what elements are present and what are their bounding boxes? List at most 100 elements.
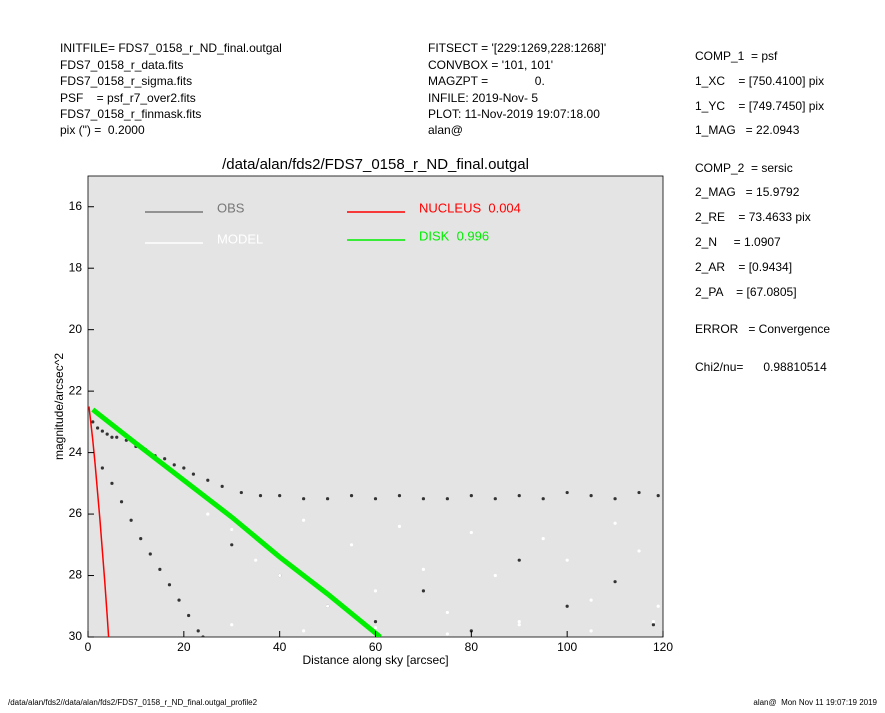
data-point	[613, 521, 617, 525]
data-point	[445, 632, 449, 636]
chart-title: /data/alan/fds2/FDS7_0158_r_ND_final.out…	[222, 156, 529, 173]
data-point	[613, 497, 617, 501]
header-middle: PLOT: 11-Nov-2019 19:07:18.00	[428, 107, 600, 121]
data-point	[110, 435, 114, 439]
footer-left: /data/alan/fds2//data/alan/fds2/FDS7_015…	[8, 698, 258, 707]
data-point	[517, 623, 521, 627]
data-point	[469, 530, 473, 535]
data-point	[589, 494, 593, 498]
data-point	[230, 543, 234, 547]
header-middle: alan@	[428, 123, 463, 137]
data-point	[517, 620, 521, 624]
data-point	[541, 537, 545, 541]
data-point	[201, 635, 205, 637]
y-tick-label: 26	[69, 506, 83, 520]
data-point	[167, 583, 172, 587]
data-point	[517, 558, 521, 562]
data-point	[373, 589, 378, 593]
legend-label: DISK 0.996	[419, 228, 489, 243]
x-axis-label: Distance along sky [arcsec]	[302, 653, 448, 667]
data-point	[182, 466, 186, 470]
y-tick-label: 24	[69, 445, 83, 459]
data-point	[177, 598, 181, 602]
data-point	[95, 426, 100, 430]
data-point	[129, 518, 133, 522]
data-point	[278, 573, 282, 578]
data-point	[230, 623, 234, 627]
header-right: 1_YC = [749.7450] pix	[695, 99, 824, 113]
header-right: Chi2/nu= 0.98810514	[695, 360, 827, 374]
header-left: FDS7_0158_r_finmask.fits	[60, 107, 201, 121]
data-point	[565, 558, 569, 562]
data-point	[187, 613, 191, 618]
data-point	[110, 481, 114, 485]
data-point	[325, 604, 330, 608]
data-point	[637, 549, 641, 553]
header-right: 2_N = 1.0907	[695, 235, 781, 249]
data-point	[493, 497, 497, 501]
plot-clip	[88, 406, 660, 637]
y-tick-label: 16	[69, 199, 83, 213]
header-right: 1_XC = [750.4100] pix	[695, 74, 824, 88]
legend-label: MODEL	[217, 231, 263, 246]
data-point	[163, 457, 167, 461]
y-tick-label: 18	[69, 260, 83, 274]
data-point	[230, 527, 234, 532]
data-point	[349, 543, 354, 547]
data-point	[589, 629, 593, 633]
plot-area	[87, 175, 664, 638]
header-right: 1_MAG = 22.0943	[695, 123, 800, 137]
header-middle: CONVBOX = '101, 101'	[428, 58, 553, 72]
data-point	[119, 500, 124, 504]
data-point	[421, 589, 426, 593]
data-point	[302, 497, 306, 501]
header-left: PSF = psf_r7_over2.fits	[60, 91, 196, 105]
header-right: 2_AR = [0.9434]	[695, 260, 792, 274]
data-point	[278, 494, 282, 498]
data-point	[445, 610, 449, 615]
header-right: 2_MAG = 15.9792	[695, 185, 800, 199]
data-point	[373, 620, 378, 624]
header-middle: MAGZPT = 0.	[428, 74, 545, 88]
data-point	[397, 494, 402, 498]
y-tick-label: 28	[69, 568, 83, 582]
header-left: pix (") = 0.2000	[60, 123, 145, 137]
data-point	[196, 629, 200, 633]
data-line	[91, 407, 382, 637]
header-left: FDS7_0158_r_data.fits	[60, 58, 183, 72]
data-point	[148, 552, 152, 556]
data-point	[349, 494, 354, 498]
legend-label: NUCLEUS 0.004	[419, 200, 521, 215]
x-tick-label: 40	[273, 640, 287, 654]
data-point	[158, 567, 162, 571]
header-right: 2_PA = [67.0805]	[695, 285, 797, 299]
x-tick-label: 100	[557, 640, 577, 654]
data-point	[115, 435, 119, 439]
header-middle: INFILE: 2019-Nov- 5	[428, 91, 538, 105]
data-point	[469, 629, 473, 633]
y-tick-label: 20	[69, 322, 83, 336]
x-tick-label: 80	[465, 640, 479, 654]
data-point	[613, 580, 617, 584]
data-point	[206, 478, 210, 482]
data-point	[254, 558, 258, 562]
data-point	[421, 497, 426, 501]
data-point	[421, 567, 426, 571]
header-right: 2_RE = 73.4633 pix	[695, 210, 811, 224]
data-point	[373, 497, 378, 501]
data-point	[589, 598, 593, 602]
data-point	[541, 497, 545, 501]
data-point	[565, 604, 569, 608]
y-tick-label: 30	[69, 629, 83, 643]
data-point	[220, 484, 224, 489]
data-point	[105, 432, 109, 436]
data-point	[100, 429, 104, 433]
data-point	[139, 537, 143, 541]
data-point	[656, 604, 660, 608]
data-point	[373, 626, 378, 630]
legend-label: OBS	[217, 200, 245, 215]
data-point	[517, 494, 521, 498]
data-point	[206, 512, 210, 516]
data-point	[651, 623, 656, 627]
